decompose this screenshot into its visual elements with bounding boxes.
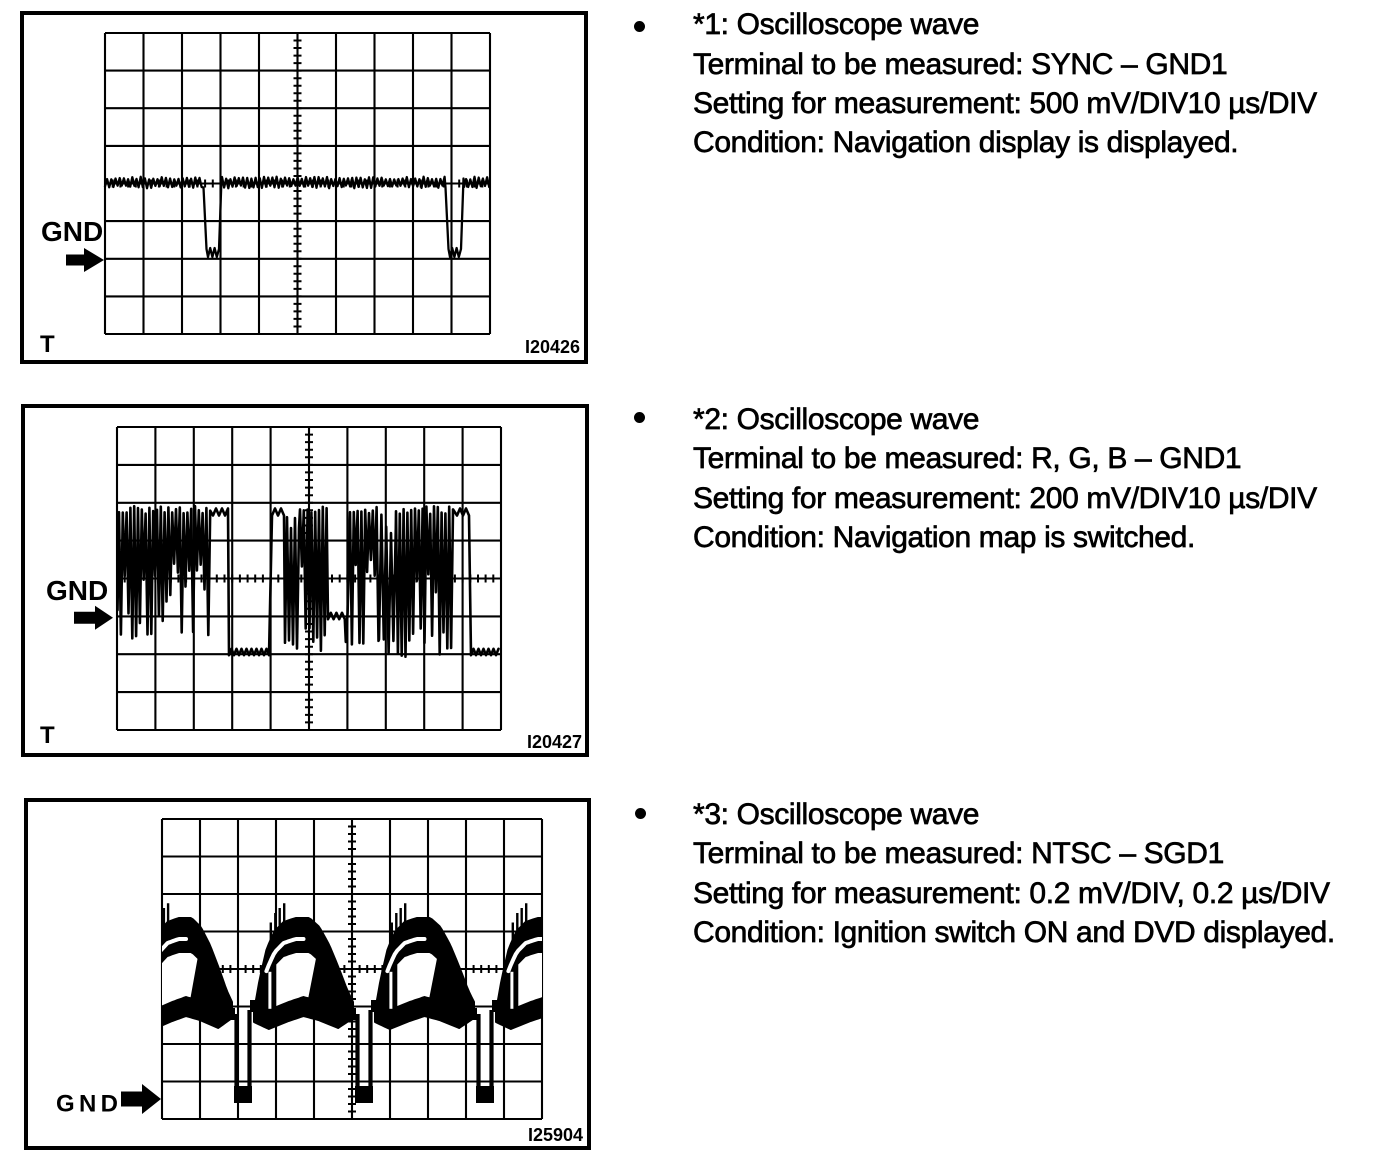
svg-text:GND: GND: [46, 575, 108, 606]
svg-text:GND: GND: [56, 1091, 122, 1118]
svg-text:GND: GND: [41, 216, 103, 247]
svg-text:I25904: I25904: [528, 1125, 583, 1145]
svg-text:T: T: [40, 722, 55, 749]
svg-text:I20427: I20427: [527, 732, 582, 752]
svg-text:I20426: I20426: [525, 337, 580, 357]
svg-text:T: T: [40, 331, 55, 358]
